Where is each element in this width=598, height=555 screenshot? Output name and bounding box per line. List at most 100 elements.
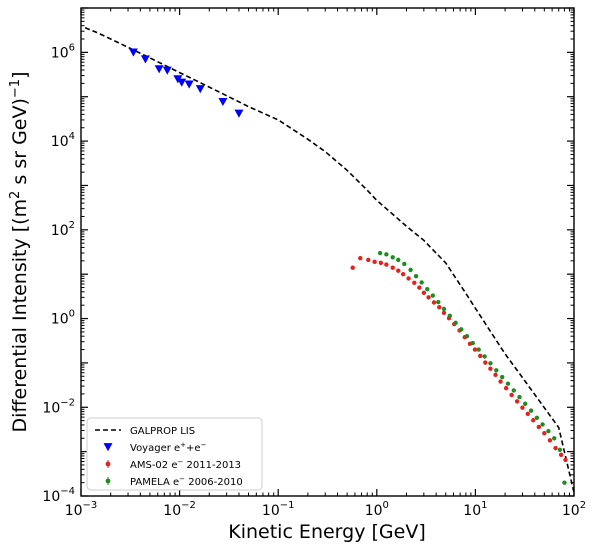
y-tick-label: 104 xyxy=(51,131,75,150)
voyager-point xyxy=(234,109,244,118)
data-point xyxy=(402,261,407,267)
legend-swatch-dot xyxy=(105,478,111,484)
data-point xyxy=(563,457,568,463)
data-point xyxy=(400,271,406,277)
x-tick-label: 100 xyxy=(365,500,389,519)
data-point xyxy=(525,411,531,417)
data-point xyxy=(459,327,464,332)
legend-label: PAMELA e− 2006-2010 xyxy=(130,475,243,488)
data-point xyxy=(509,392,514,398)
y-tick-label: 102 xyxy=(51,220,75,239)
data-point xyxy=(547,438,553,443)
data-point xyxy=(413,274,419,279)
data-point xyxy=(476,347,481,352)
data-point xyxy=(542,431,547,436)
data-point xyxy=(453,320,458,326)
data-point xyxy=(523,401,528,406)
data-point xyxy=(478,353,483,359)
data-point xyxy=(488,366,493,371)
data-point xyxy=(493,372,498,377)
voyager-point xyxy=(177,78,187,87)
data-point xyxy=(552,436,557,441)
x-tick-label: 10−3 xyxy=(65,500,98,519)
voyager-point xyxy=(218,97,228,107)
data-point xyxy=(406,276,411,281)
data-point xyxy=(384,252,389,257)
y-tick-label: 10−4 xyxy=(42,486,75,505)
data-point xyxy=(425,286,430,292)
data-point xyxy=(482,354,487,359)
legend-label: AMS-02 e− 2011-2013 xyxy=(130,458,241,471)
x-tick-label: 10−2 xyxy=(163,500,196,519)
data-point xyxy=(377,250,383,256)
data-point xyxy=(384,262,389,267)
data-point xyxy=(536,424,542,430)
data-point xyxy=(514,399,520,404)
data-point xyxy=(366,257,371,263)
data-point xyxy=(498,379,503,384)
plot-area-frame xyxy=(80,7,575,497)
voyager-point xyxy=(195,85,205,94)
voyager-point xyxy=(128,48,138,57)
data-point xyxy=(437,305,442,310)
voyager-point xyxy=(184,80,194,89)
legend-label: GALPROP LIS xyxy=(130,426,195,437)
data-point xyxy=(441,310,447,315)
data-point xyxy=(553,445,558,451)
voyager-point xyxy=(162,66,172,75)
voyager-point xyxy=(140,55,150,64)
y-tick-label: 10−2 xyxy=(42,397,75,416)
data-point xyxy=(426,295,431,300)
data-point xyxy=(447,313,452,319)
data-point xyxy=(412,280,417,285)
data-point xyxy=(558,452,564,457)
data-point xyxy=(358,255,363,261)
series-2 xyxy=(350,255,568,463)
data-point xyxy=(517,394,522,400)
data-point xyxy=(557,447,563,453)
data-point xyxy=(531,418,536,423)
data-point xyxy=(417,285,422,290)
data-point xyxy=(431,300,437,305)
x-tick-label: 101 xyxy=(463,500,487,519)
data-point xyxy=(396,257,401,263)
data-point xyxy=(408,267,413,273)
data-point xyxy=(350,265,355,270)
data-point xyxy=(390,265,395,270)
series-3 xyxy=(377,250,567,485)
ticks-layer: 10−3 10−2 10−1 100 101 102 10−4 10−2 100 102 104 10… xyxy=(42,7,586,519)
data-point xyxy=(436,299,441,305)
voyager-point xyxy=(154,65,164,74)
data-point xyxy=(372,259,377,265)
data-point xyxy=(378,260,384,266)
data-point xyxy=(464,333,470,339)
data-layer xyxy=(84,26,574,493)
data-point xyxy=(520,405,525,410)
legend-swatch-triangle xyxy=(103,443,113,452)
data-point xyxy=(470,340,475,346)
data-point xyxy=(534,415,540,420)
legend-box xyxy=(86,417,263,491)
series-1 xyxy=(128,48,244,118)
y-tick-label: 100 xyxy=(51,309,75,328)
data-point xyxy=(419,280,424,285)
data-point xyxy=(500,374,505,380)
data-point xyxy=(441,306,447,312)
legend-label: Voyager e++e− xyxy=(130,441,207,454)
data-point xyxy=(390,255,395,260)
data-point xyxy=(562,480,567,485)
data-point xyxy=(483,360,488,365)
data-point xyxy=(430,293,436,298)
data-point xyxy=(528,408,534,413)
data-point xyxy=(494,368,499,373)
data-point xyxy=(421,290,427,296)
data-point xyxy=(546,428,551,434)
legend: GALPROP LIS Voyager e++e− AMS-02 e− 2011-2… xyxy=(86,417,263,491)
data-point xyxy=(472,347,478,352)
y-axis-title: Differential Intensity [(m2 s sr GeV)−1] xyxy=(8,71,31,432)
data-point xyxy=(488,361,493,366)
data-point xyxy=(396,268,401,273)
y-tick-label: 106 xyxy=(51,42,75,61)
